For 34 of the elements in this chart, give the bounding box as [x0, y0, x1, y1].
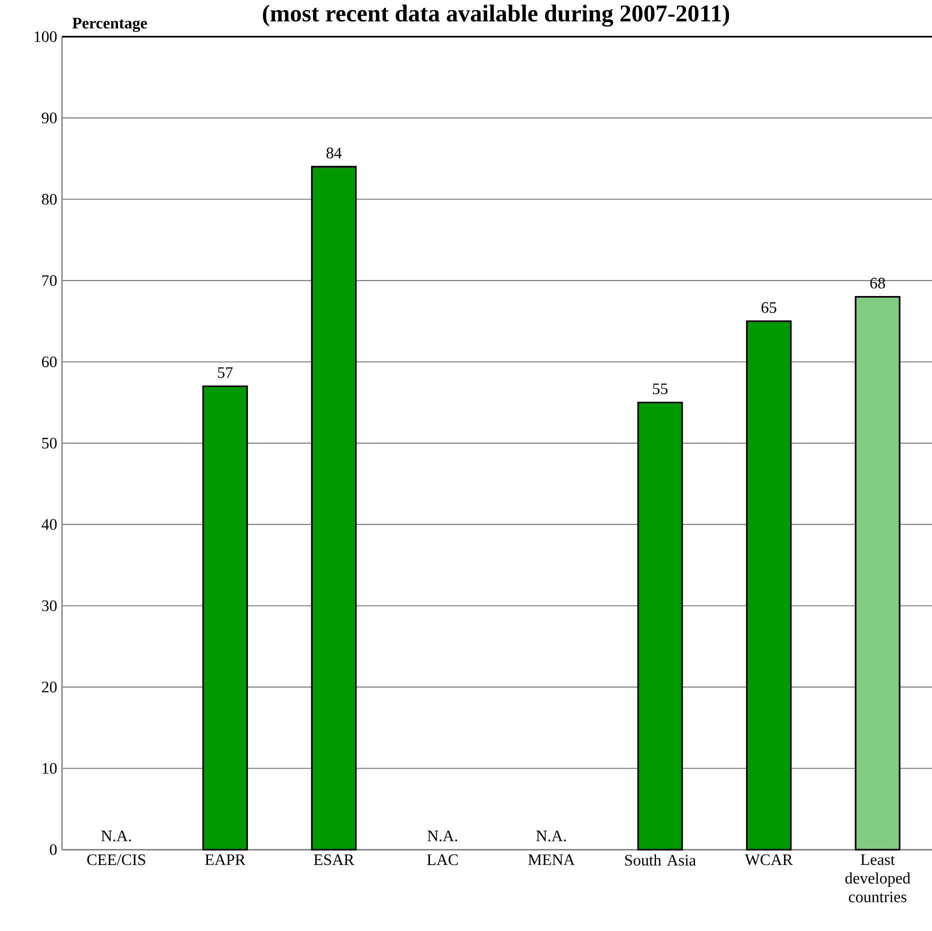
x-tick-label: ESAR: [314, 854, 354, 866]
y-tick-label: 40: [42, 519, 57, 530]
data-label: 55: [653, 384, 668, 394]
bar: [311, 166, 357, 851]
x-tick-label: Least developed countries: [845, 854, 910, 902]
y-tick-label: 30: [42, 600, 57, 612]
bar: [746, 320, 792, 851]
chart-title: (most recent data available during 2007-2011): [262, 4, 730, 27]
x-tick-label: MENA: [528, 854, 575, 866]
y-tick-label: 60: [42, 356, 57, 368]
bar: [854, 296, 900, 851]
y-tick-label: 80: [42, 194, 57, 205]
x-tick-label: EAPR: [205, 854, 246, 866]
y-tick-label: 100: [34, 31, 57, 42]
y-tick-label: 0: [50, 844, 57, 856]
bar: [202, 386, 248, 851]
y-tick-label: 10: [42, 763, 57, 774]
data-label: 57: [218, 368, 233, 378]
bar: [637, 402, 683, 851]
y-tick-label: 90: [42, 112, 57, 124]
data-label: 68: [870, 278, 885, 289]
text: N.A.: [428, 830, 458, 842]
text: N.A.: [101, 830, 131, 842]
text: N.A.: [536, 830, 566, 842]
y-axis-title: Percentage: [72, 18, 147, 32]
y-tick-label: 70: [42, 275, 57, 286]
x-tick-label: WCAR: [744, 854, 793, 866]
data-label: 65: [762, 302, 776, 314]
y-tick-label: 50: [42, 438, 57, 449]
x-tick-label: CEE/CIS: [87, 854, 146, 866]
x-tick-label: LAC: [427, 854, 458, 866]
y-tick-label: 20: [42, 682, 57, 693]
x-tick-label: South Asia: [625, 854, 696, 866]
data-label: 84: [326, 148, 342, 159]
